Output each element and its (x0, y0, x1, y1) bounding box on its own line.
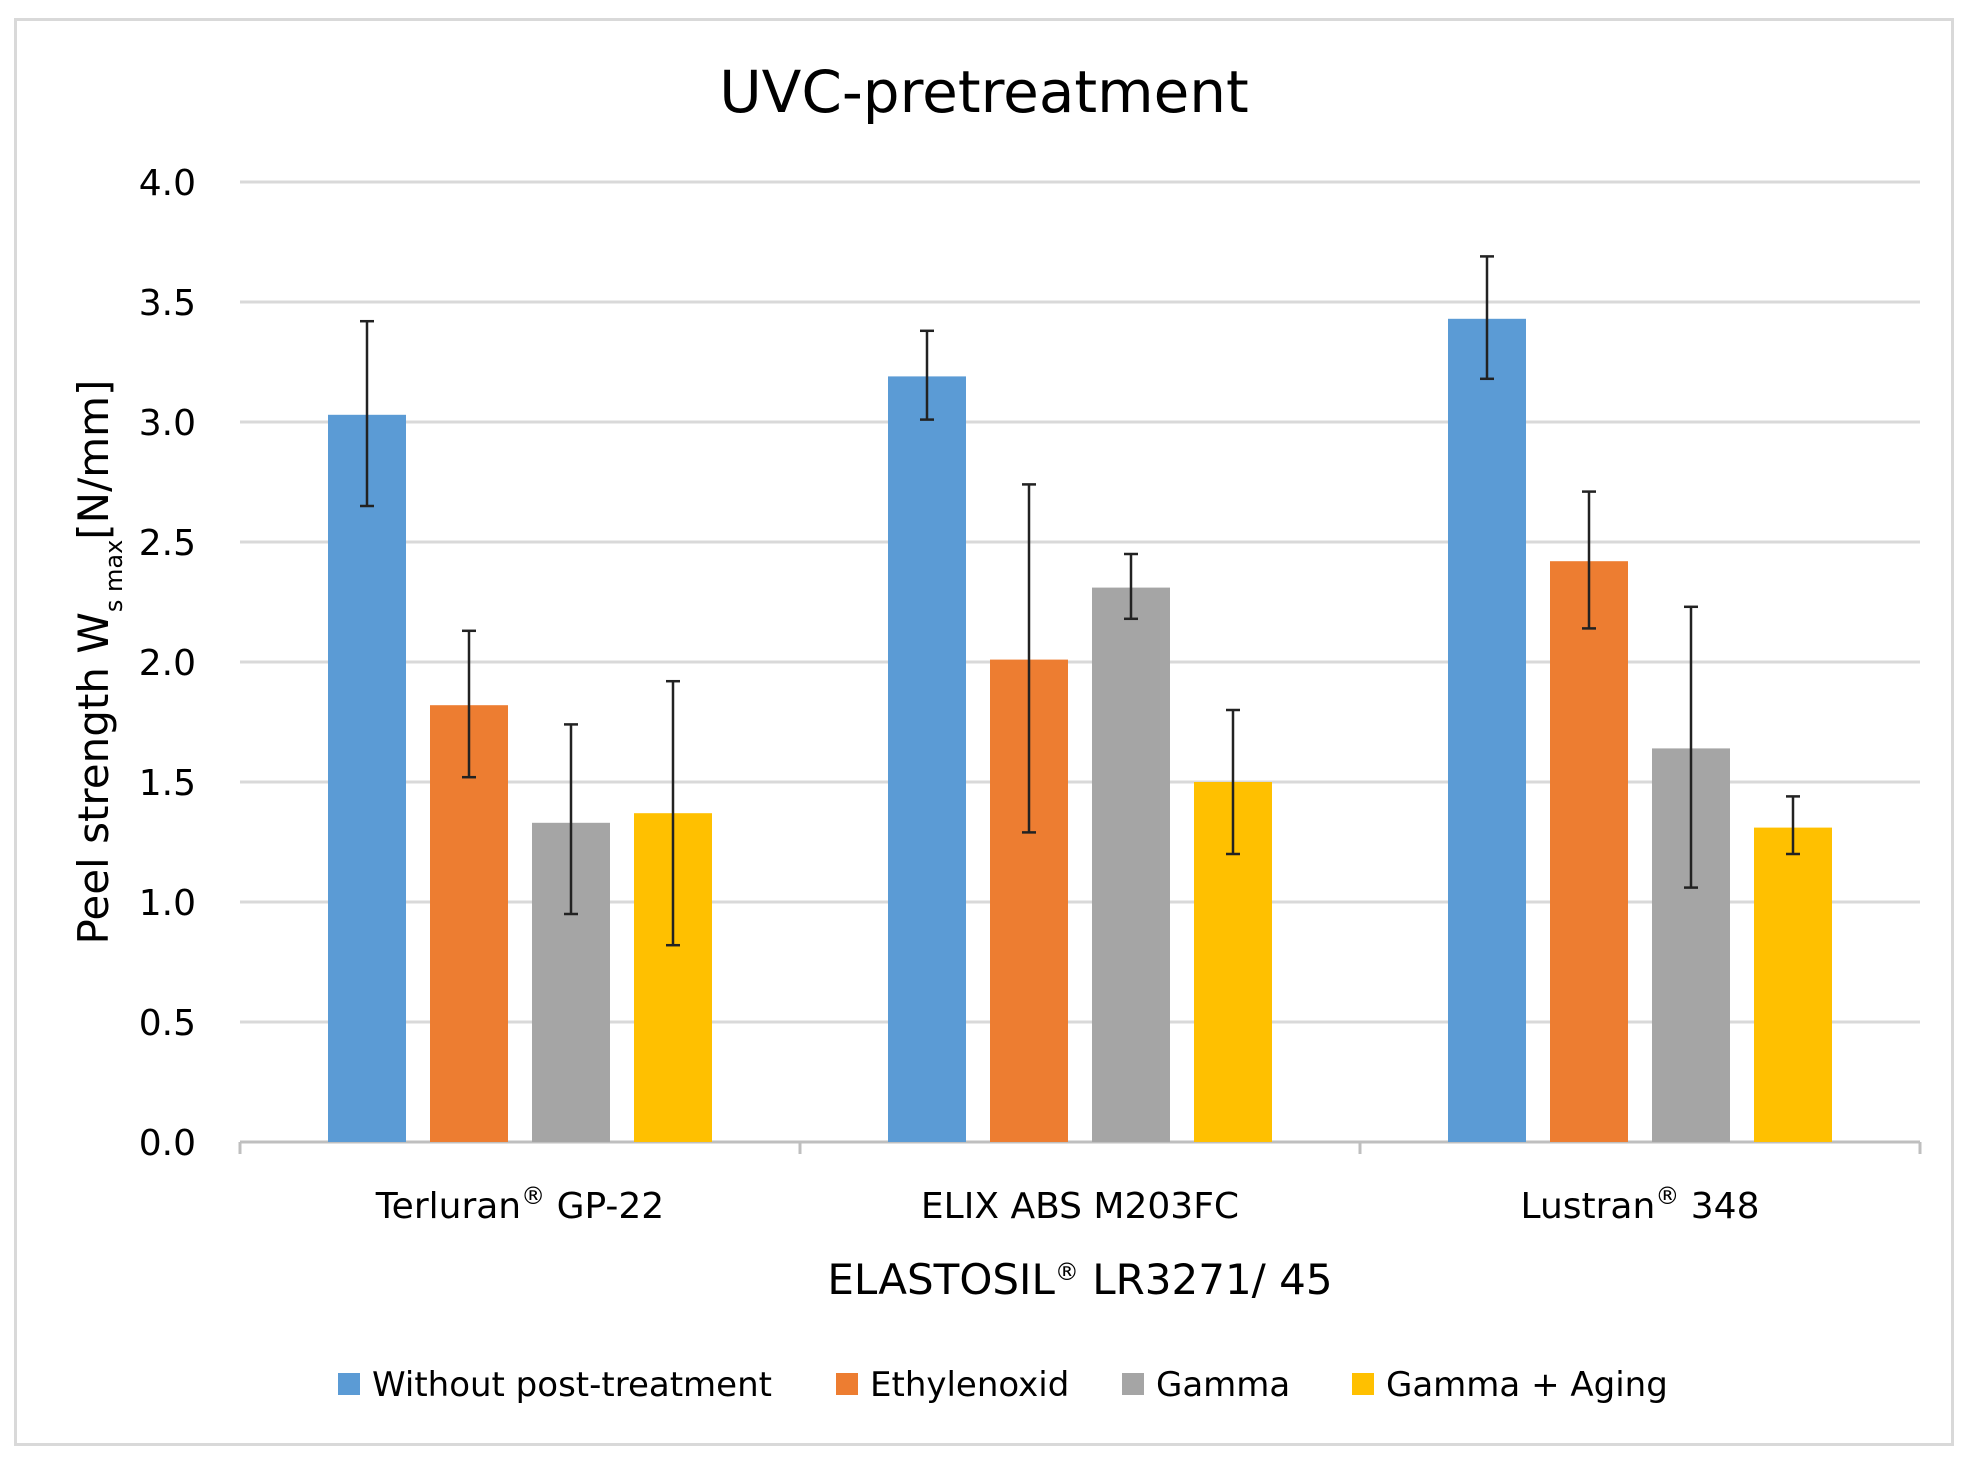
legend-swatch (1122, 1373, 1144, 1395)
y-tick-label: 3.0 (139, 403, 196, 444)
y-tick-label: 4.0 (139, 163, 196, 204)
chart-title: UVC-pretreatment (719, 58, 1249, 126)
x-tick-label: Lustran® 348 (1521, 1182, 1760, 1227)
legend-swatch (836, 1373, 858, 1395)
x-tick-label: Terluran® GP-22 (375, 1182, 664, 1227)
legend-swatch (1352, 1373, 1374, 1395)
y-tick-label: 1.0 (139, 883, 196, 924)
y-tick-label: 0.5 (139, 1003, 196, 1044)
bar (888, 376, 966, 1142)
legend-label: Ethylenoxid (870, 1365, 1069, 1405)
y-tick-label: 2.0 (139, 643, 196, 684)
bar (1754, 827, 1832, 1142)
bar (1092, 587, 1170, 1142)
y-tick-label: 3.5 (139, 283, 196, 324)
x-axis-title: ELASTOSIL® LR3271/ 45 (827, 1255, 1332, 1304)
y-tick-label: 2.5 (139, 523, 196, 564)
legend-label: Gamma + Aging (1386, 1365, 1668, 1405)
y-tick-label: 0.0 (139, 1123, 196, 1164)
x-tick-label: ELIX ABS M203FC (921, 1186, 1239, 1227)
y-axis-title: Peel strength Ws max[N/mm] (69, 380, 128, 945)
legend-label: Without post-treatment (372, 1365, 772, 1405)
legend-label: Gamma (1156, 1365, 1290, 1405)
bar (1448, 318, 1526, 1142)
bar (328, 414, 406, 1142)
y-tick-label: 1.5 (139, 763, 196, 804)
legend-swatch (338, 1373, 360, 1395)
bar (1550, 561, 1628, 1142)
